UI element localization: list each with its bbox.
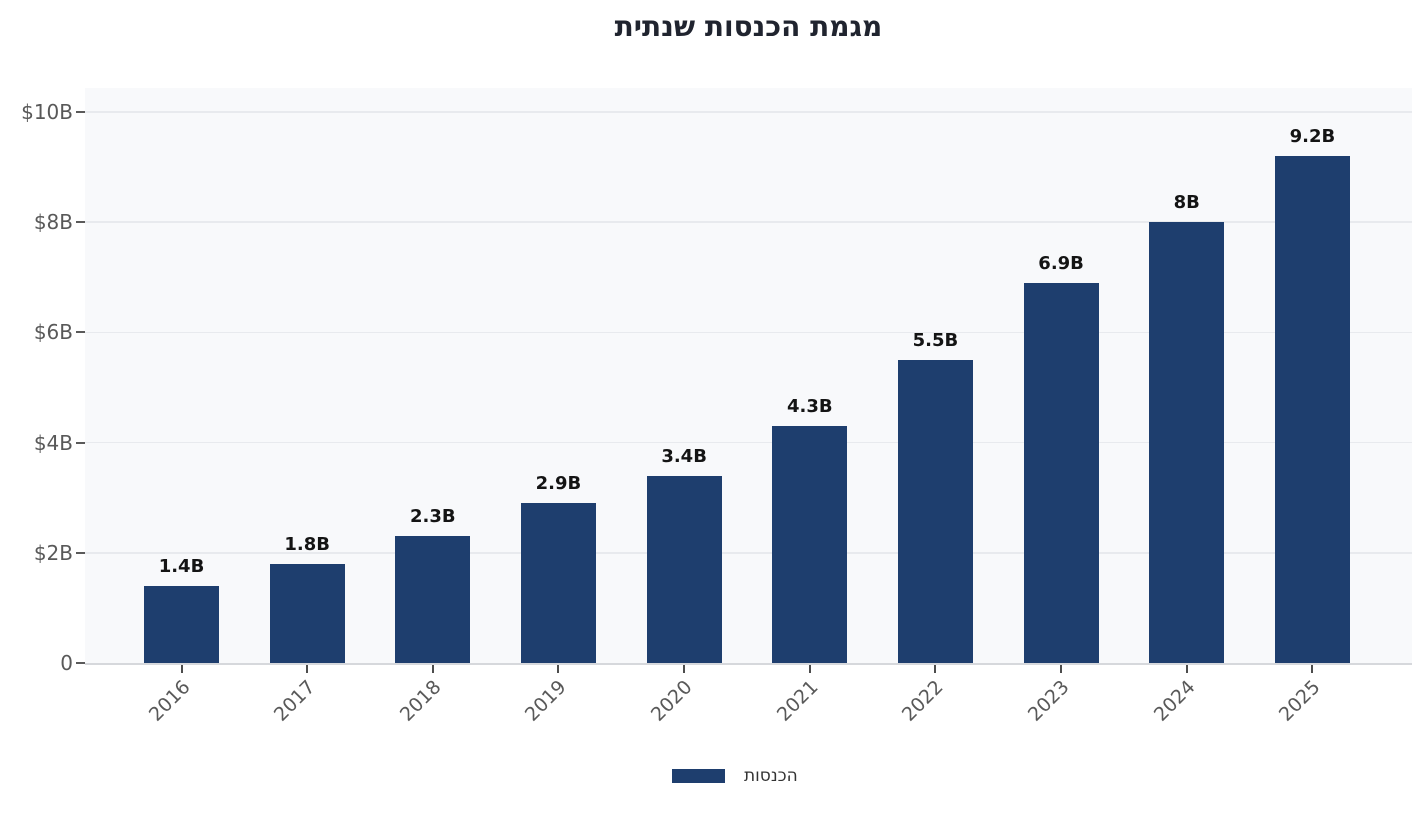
bar <box>772 426 848 663</box>
x-tick-mark <box>683 665 686 673</box>
bar-value-label: 4.3B <box>786 396 833 418</box>
gridline <box>85 441 1412 444</box>
gridline <box>85 111 1412 113</box>
gridline <box>85 221 1412 223</box>
y-tick-label: $2B <box>33 540 73 565</box>
x-tick-label: 2023 <box>1023 676 1074 726</box>
bar <box>520 503 596 663</box>
x-tick-mark <box>180 665 183 673</box>
bar <box>144 585 219 663</box>
bar <box>395 536 471 663</box>
legend-swatch-revenue <box>672 769 725 783</box>
x-tick-label: 2022 <box>898 676 949 726</box>
bar-value-label: 6.9B <box>1038 252 1084 274</box>
bar <box>897 359 973 663</box>
x-tick-mark <box>1060 665 1063 673</box>
legend: הכנסות <box>672 764 798 788</box>
y-tick-mark <box>76 441 85 444</box>
bar <box>646 475 722 663</box>
legend-label-revenue: הכנסות <box>744 766 798 786</box>
y-tick-label: $6B <box>33 320 73 345</box>
x-tick-mark <box>808 665 811 673</box>
y-tick-mark <box>76 221 85 224</box>
y-tick-label: 0 <box>60 651 73 675</box>
x-tick-mark <box>431 665 434 673</box>
x-tick-label: 2017 <box>269 676 320 726</box>
y-tick-label: $8B <box>33 210 73 235</box>
bar <box>269 563 345 663</box>
gridline <box>85 331 1412 334</box>
gridline <box>85 552 1412 554</box>
y-tick-label: $10B <box>21 100 73 124</box>
y-tick-mark <box>76 551 85 554</box>
bar <box>1023 282 1099 663</box>
bar-value-label: 1.4B <box>158 555 205 577</box>
y-tick-mark <box>76 662 85 664</box>
y-tick-label: $4B <box>33 430 73 455</box>
x-tick-label: 2018 <box>395 676 446 726</box>
bar-value-label: 8B <box>1173 192 1200 214</box>
bar <box>1274 156 1350 663</box>
x-tick-label: 2025 <box>1275 676 1325 726</box>
x-tick-mark <box>934 665 937 673</box>
bar-value-label: 9.2B <box>1289 126 1336 148</box>
x-tick-mark <box>306 665 309 673</box>
x-tick-label: 2020 <box>646 676 697 726</box>
x-tick-mark <box>557 665 560 673</box>
plot-area: 1.4B 1.8B 2.3B 2.9B 3.4B 4.3B 5.5B 6.9B 8B 9.2B <box>85 88 1412 665</box>
x-tick-label: 2016 <box>144 676 195 726</box>
x-tick-mark <box>1311 665 1314 673</box>
y-tick-mark <box>76 111 85 113</box>
bar <box>1149 222 1225 663</box>
bar-value-label: 2.3B <box>410 506 456 528</box>
x-tick-label: 2021 <box>772 676 823 726</box>
x-tick-label: 2019 <box>521 676 572 726</box>
bar-value-label: 1.8B <box>284 533 330 555</box>
chart-title: מגמת הכנסות שנתית <box>614 10 883 43</box>
bar-value-label: 2.9B <box>535 473 582 495</box>
y-tick-mark <box>76 331 85 334</box>
bar-value-label: 3.4B <box>661 445 707 467</box>
x-tick-label: 2024 <box>1149 676 1200 726</box>
x-tick-mark <box>1185 665 1188 673</box>
bar-value-label: 5.5B <box>912 329 959 351</box>
